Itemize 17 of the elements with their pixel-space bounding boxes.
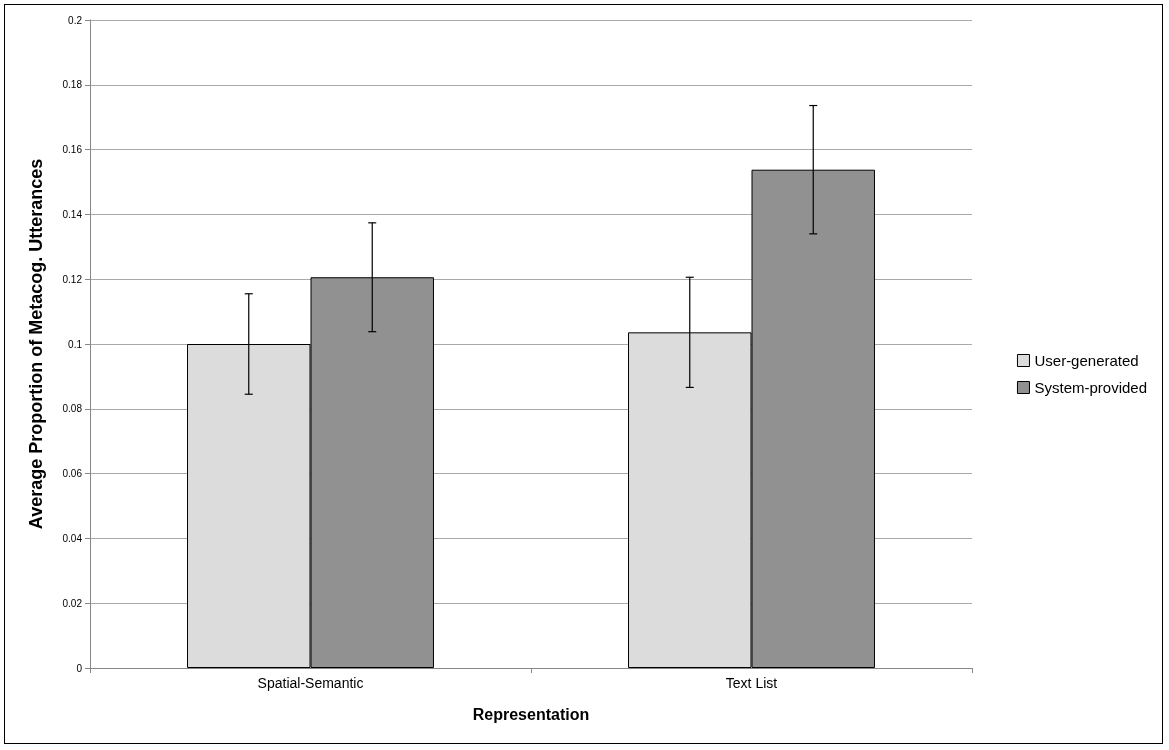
y-tick-label: 0.2 [68, 14, 83, 26]
x-tick-label: Text List [725, 675, 778, 691]
y-tick-label: 0.14 [62, 208, 83, 220]
y-tick-label: 0.1 [68, 338, 83, 350]
y-tick-label: 0.12 [62, 273, 83, 285]
y-tick-label: 0.08 [62, 403, 83, 415]
legend-label: User-generated [1034, 352, 1139, 369]
y-tick-label: 0.02 [62, 597, 83, 609]
y-tick-label: 0 [76, 662, 83, 674]
x-axis-title: Representation [472, 705, 590, 723]
y-tick-label: 0.06 [62, 468, 83, 480]
y-tick-label: 0.16 [62, 144, 83, 156]
y-axis-title: Average Proportion of Metacog. Utterances [26, 158, 46, 530]
y-tick-label: 0.04 [62, 532, 83, 544]
legend-label: System-provided [1034, 379, 1147, 396]
x-tick-label: Spatial-Semantic [257, 675, 364, 691]
y-tick-label: 0.18 [62, 79, 83, 91]
